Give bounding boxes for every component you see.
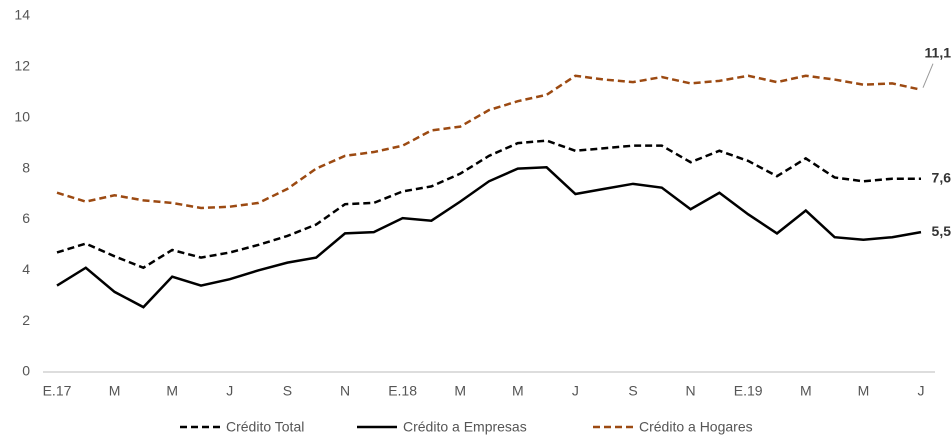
y-tick-label: 10 xyxy=(14,108,30,124)
line xyxy=(56,139,921,270)
x-tick-label: J xyxy=(918,383,925,399)
y-tick-label: 2 xyxy=(22,312,30,328)
y-tick-label: 4 xyxy=(22,261,30,277)
data-label: 7,6 xyxy=(932,169,951,185)
x-tick-label: E.17 xyxy=(43,383,72,399)
y-tick-label: 12 xyxy=(14,58,30,74)
line xyxy=(56,166,922,309)
x-tick-label: E.19 xyxy=(734,383,763,399)
x-tick-label: N xyxy=(686,383,696,399)
x-tick-label: J xyxy=(226,383,233,399)
x-tick-label: M xyxy=(858,383,870,399)
legend-label: Crédito a Empresas xyxy=(403,419,527,435)
x-tick-label: M xyxy=(109,383,121,399)
x-tick-label: M xyxy=(166,383,178,399)
x-tick-label: S xyxy=(628,383,637,399)
data-label: 5,5 xyxy=(932,223,951,239)
x-tick-label: M xyxy=(512,383,524,399)
y-tick-label: 14 xyxy=(14,7,30,23)
x-tick-label: E.18 xyxy=(388,383,417,399)
y-tick-label: 6 xyxy=(22,210,30,226)
legend-label: Crédito Total xyxy=(226,419,304,435)
y-tick-label: 0 xyxy=(22,363,30,379)
x-tick-label: N xyxy=(340,383,350,399)
legend-label: Crédito a Hogares xyxy=(639,419,753,435)
x-tick-label: S xyxy=(283,383,292,399)
data-label: 11,1 xyxy=(925,44,951,60)
y-tick-label: 8 xyxy=(22,159,30,175)
line xyxy=(56,74,922,210)
x-tick-label: J xyxy=(572,383,579,399)
leader-line xyxy=(922,63,934,88)
x-tick-label: M xyxy=(800,383,812,399)
x-tick-label: M xyxy=(454,383,466,399)
